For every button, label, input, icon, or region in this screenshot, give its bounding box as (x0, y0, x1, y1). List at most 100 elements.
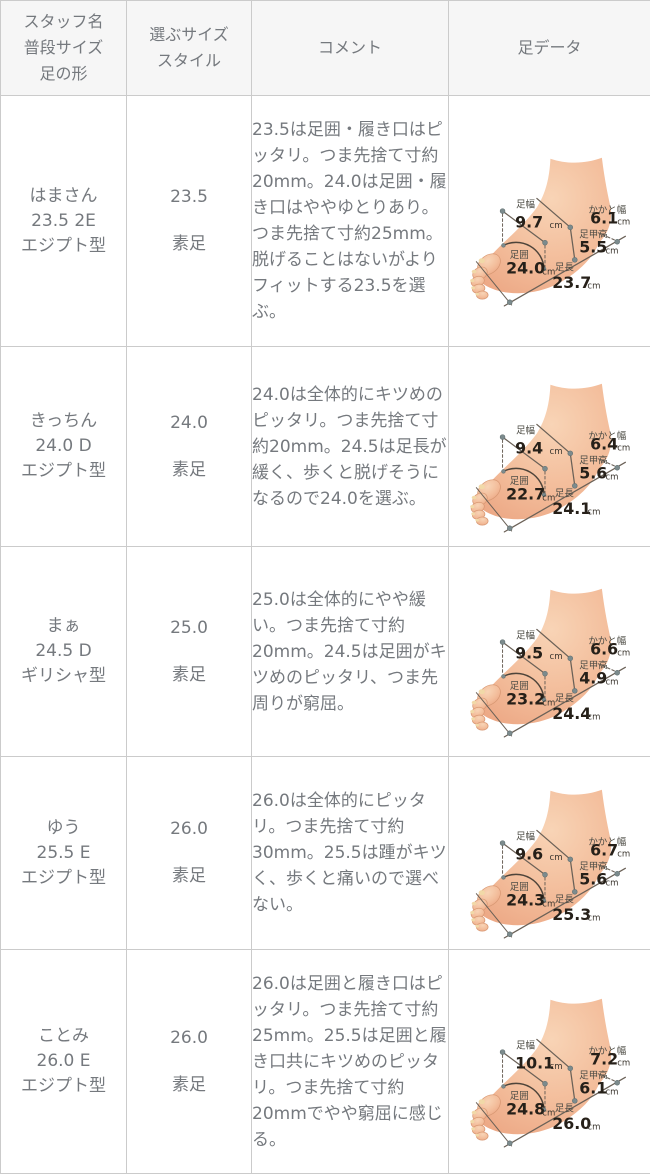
foot-width-value: 9.5 (515, 643, 543, 662)
staff-name: きっちん (1, 409, 126, 434)
chosen-style: 素足 (127, 663, 251, 688)
heel-width-unit: cm (617, 218, 630, 228)
chosen-size: 23.5 (127, 185, 251, 210)
foot-width-unit: cm (550, 652, 563, 662)
comment-cell: 26.0は足囲と履き口はピッタリ。つま先捨て寸約25mm。25.5は足囲と履き口… (252, 950, 449, 1174)
staff-usual-size: 26.0 E (1, 1049, 126, 1074)
staff-cell: はまさん 23.5 2E エジプト型 (1, 96, 127, 347)
staff-name: ゆう (1, 816, 126, 841)
staff-foot-shape: エジプト型 (1, 1074, 126, 1099)
chosen-style: 素足 (127, 864, 251, 889)
comment-text: 23.5は足囲・履き口はピッタリ。つま先捨て寸約20mm。24.0は足囲・履き口… (252, 117, 448, 325)
chosen-style: 素足 (127, 458, 251, 483)
staff-foot-shape: ギリシャ型 (1, 664, 126, 689)
instep-height-unit: cm (605, 879, 618, 889)
instep-height-unit: cm (605, 247, 618, 257)
foot-width-value: 9.7 (515, 212, 543, 231)
chosen-size-cell: 23.5 素足 (127, 96, 252, 347)
foot-width-value: 9.4 (515, 438, 543, 457)
foot-measurement-diagram: 足幅 9.4 cm かかと幅 6.4 cm 足甲高 5.6 cm 足囲 22.7… (459, 354, 640, 540)
foot-width-value: 10.1 (515, 1053, 554, 1072)
table-row: はまさん 23.5 2E エジプト型 23.5 素足 23.5は足囲・履き口はピ… (1, 96, 650, 347)
instep-height-value: 4.9 (579, 668, 607, 687)
chosen-size-cell: 24.0 素足 (127, 347, 252, 547)
instep-height-unit: cm (605, 472, 618, 482)
instep-height-value: 5.6 (579, 870, 607, 889)
heel-width-unit: cm (617, 648, 630, 658)
foot-girth-value: 22.7 (506, 484, 545, 503)
header-chosen-size-line2: スタイル (127, 48, 251, 74)
foot-data-cell: 足幅 9.6 cm かかと幅 6.7 cm 足甲高 5.6 cm 足囲 24.3… (449, 757, 650, 950)
heel-width-unit: cm (617, 443, 630, 453)
chosen-size-cell: 26.0 素足 (127, 757, 252, 950)
foot-width-label: 足幅 (516, 830, 535, 842)
foot-length-value: 23.7 (552, 273, 591, 292)
chosen-size-cell: 26.0 素足 (127, 950, 252, 1174)
foot-width-label: 足幅 (516, 424, 535, 436)
foot-length-unit: cm (587, 914, 600, 924)
foot-data-cell: 足幅 9.4 cm かかと幅 6.4 cm 足甲高 5.6 cm 足囲 22.7… (449, 347, 650, 547)
header-staff-line2: 普段サイズ (1, 35, 126, 61)
staff-usual-size: 24.0 D (1, 434, 126, 459)
staff-cell: まぁ 24.5 D ギリシャ型 (1, 547, 127, 757)
foot-length-value: 24.4 (552, 703, 591, 722)
header-chosen-size: 選ぶサイズ スタイル (127, 1, 252, 96)
foot-length-value: 24.1 (552, 498, 591, 517)
header-staff-line1: スタッフ名 (1, 9, 126, 35)
header-foot-data: 足データ (449, 1, 650, 96)
table-row: ゆう 25.5 E エジプト型 26.0 素足 26.0は全体的にピッタリ。つま… (1, 757, 650, 950)
foot-width-label: 足幅 (516, 198, 535, 210)
foot-data-cell: 足幅 10.1 cm かかと幅 7.2 cm 足甲高 6.1 cm 足囲 24.… (449, 950, 650, 1174)
instep-height-value: 6.1 (579, 1078, 607, 1097)
foot-measurement-diagram: 足幅 9.7 cm かかと幅 6.1 cm 足甲高 5.5 cm 足囲 24.0… (459, 128, 640, 314)
instep-height-unit: cm (605, 677, 618, 687)
heel-width-value: 7.2 (590, 1049, 618, 1068)
foot-length-unit: cm (587, 507, 600, 517)
heel-width-value: 6.6 (590, 639, 618, 658)
comment-text: 25.0は全体的にやや緩い。つま先捨て寸約20mm。24.5は足囲がキツめのピッ… (252, 587, 448, 717)
comment-cell: 24.0は全体的にキツめのピッタリ。つま先捨て寸約20mm。24.5は足長が緩く… (252, 347, 449, 547)
foot-length-unit: cm (587, 712, 600, 722)
comment-cell: 25.0は全体的にやや緩い。つま先捨て寸約20mm。24.5は足囲がキツめのピッ… (252, 547, 449, 757)
chosen-size: 25.0 (127, 616, 251, 641)
staff-name: ことみ (1, 1024, 126, 1049)
header-staff-line3: 足の形 (1, 61, 126, 87)
foot-width-unit: cm (550, 853, 563, 863)
foot-girth-value: 24.8 (506, 1099, 545, 1118)
foot-width-label: 足幅 (516, 629, 535, 641)
staff-foot-shape: エジプト型 (1, 234, 126, 259)
foot-width-label: 足幅 (516, 1039, 535, 1051)
heel-width-value: 6.4 (590, 434, 618, 453)
staff-cell: ゆう 25.5 E エジプト型 (1, 757, 127, 950)
foot-girth-value: 23.2 (506, 689, 545, 708)
heel-width-value: 6.7 (590, 841, 618, 860)
chosen-style: 素足 (127, 232, 251, 257)
foot-width-value: 9.6 (515, 844, 543, 863)
foot-measurement-diagram: 足幅 9.6 cm かかと幅 6.7 cm 足甲高 5.6 cm 足囲 24.3… (459, 760, 640, 946)
staff-foot-shape: エジプト型 (1, 866, 126, 891)
chosen-size: 26.0 (127, 1026, 251, 1051)
comment-text: 26.0は足囲と履き口はピッタリ。つま先捨て寸約25mm。25.5は足囲と履き口… (252, 971, 448, 1153)
foot-measurement-diagram: 足幅 10.1 cm かかと幅 7.2 cm 足甲高 6.1 cm 足囲 24.… (459, 969, 640, 1155)
foot-width-unit: cm (550, 447, 563, 457)
instep-height-value: 5.6 (579, 463, 607, 482)
header-chosen-size-line1: 選ぶサイズ (127, 22, 251, 48)
table-row: ことみ 26.0 E エジプト型 26.0 素足 26.0は足囲と履き口はピッタ… (1, 950, 650, 1174)
foot-measurement-diagram: 足幅 9.5 cm かかと幅 6.6 cm 足甲高 4.9 cm 足囲 23.2… (459, 559, 640, 745)
table-row: きっちん 24.0 D エジプト型 24.0 素足 24.0は全体的にキツめのピ… (1, 347, 650, 547)
foot-length-unit: cm (587, 282, 600, 292)
staff-cell: ことみ 26.0 E エジプト型 (1, 950, 127, 1174)
instep-height-unit: cm (605, 1087, 618, 1097)
foot-length-value: 26.0 (552, 1113, 591, 1132)
header-staff: スタッフ名 普段サイズ 足の形 (1, 1, 127, 96)
chosen-size: 26.0 (127, 817, 251, 842)
foot-length-unit: cm (587, 1122, 600, 1132)
foot-width-unit: cm (550, 221, 563, 231)
staff-name: はまさん (1, 184, 126, 209)
heel-width-unit: cm (617, 850, 630, 860)
header-comment: コメント (252, 1, 449, 96)
foot-width-unit: cm (550, 1062, 563, 1072)
foot-data-cell: 足幅 9.5 cm かかと幅 6.6 cm 足甲高 4.9 cm 足囲 23.2… (449, 547, 650, 757)
chosen-style: 素足 (127, 1073, 251, 1098)
